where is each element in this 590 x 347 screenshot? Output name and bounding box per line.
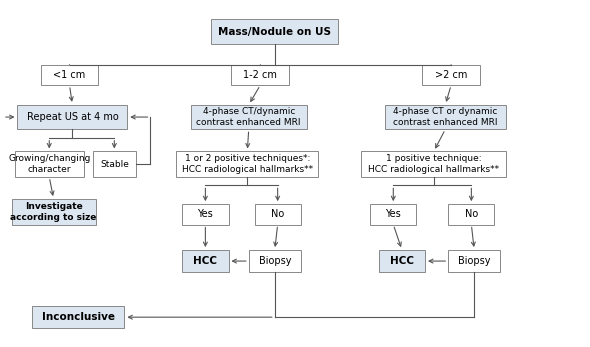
Text: <1 cm: <1 cm xyxy=(53,70,86,80)
Text: No: No xyxy=(465,209,478,219)
Text: 1-2 cm: 1-2 cm xyxy=(243,70,277,80)
FancyBboxPatch shape xyxy=(231,65,289,85)
Text: Biopsy: Biopsy xyxy=(458,256,490,266)
FancyBboxPatch shape xyxy=(41,65,99,85)
Text: Investigate
according to size: Investigate according to size xyxy=(11,202,97,222)
FancyBboxPatch shape xyxy=(370,204,417,225)
FancyBboxPatch shape xyxy=(422,65,480,85)
Text: 4-phase CT or dynamic
contrast enhanced MRI: 4-phase CT or dynamic contrast enhanced … xyxy=(393,107,497,127)
Text: Mass/Nodule on US: Mass/Nodule on US xyxy=(218,26,331,36)
FancyBboxPatch shape xyxy=(254,204,301,225)
FancyBboxPatch shape xyxy=(191,105,307,129)
Text: 4-phase CT/dynamic
contrast enhanced MRI: 4-phase CT/dynamic contrast enhanced MRI xyxy=(196,107,301,127)
FancyBboxPatch shape xyxy=(385,105,506,129)
FancyBboxPatch shape xyxy=(211,19,338,44)
FancyBboxPatch shape xyxy=(12,199,96,225)
Text: HCC: HCC xyxy=(390,256,414,266)
Text: Repeat US at 4 mo: Repeat US at 4 mo xyxy=(27,112,118,122)
FancyBboxPatch shape xyxy=(32,306,124,328)
Text: HCC: HCC xyxy=(194,256,217,266)
Text: Yes: Yes xyxy=(198,209,213,219)
FancyBboxPatch shape xyxy=(249,250,301,272)
FancyBboxPatch shape xyxy=(18,105,127,129)
Text: >2 cm: >2 cm xyxy=(435,70,467,80)
FancyBboxPatch shape xyxy=(379,250,425,272)
Text: 1 or 2 positive techniques*:
HCC radiological hallmarks**: 1 or 2 positive techniques*: HCC radiolo… xyxy=(182,154,313,174)
FancyBboxPatch shape xyxy=(182,250,228,272)
FancyBboxPatch shape xyxy=(15,151,84,177)
Text: 1 positive technique:
HCC radiological hallmarks**: 1 positive technique: HCC radiological h… xyxy=(368,154,499,174)
FancyBboxPatch shape xyxy=(93,151,136,177)
FancyBboxPatch shape xyxy=(448,204,494,225)
Text: Growing/changing
character: Growing/changing character xyxy=(8,154,90,174)
Text: No: No xyxy=(271,209,284,219)
FancyBboxPatch shape xyxy=(448,250,500,272)
Text: Biopsy: Biopsy xyxy=(258,256,291,266)
FancyBboxPatch shape xyxy=(176,151,318,177)
Text: Inconclusive: Inconclusive xyxy=(42,312,114,322)
Text: Stable: Stable xyxy=(100,160,129,169)
FancyBboxPatch shape xyxy=(182,204,228,225)
FancyBboxPatch shape xyxy=(362,151,506,177)
Text: Yes: Yes xyxy=(385,209,401,219)
